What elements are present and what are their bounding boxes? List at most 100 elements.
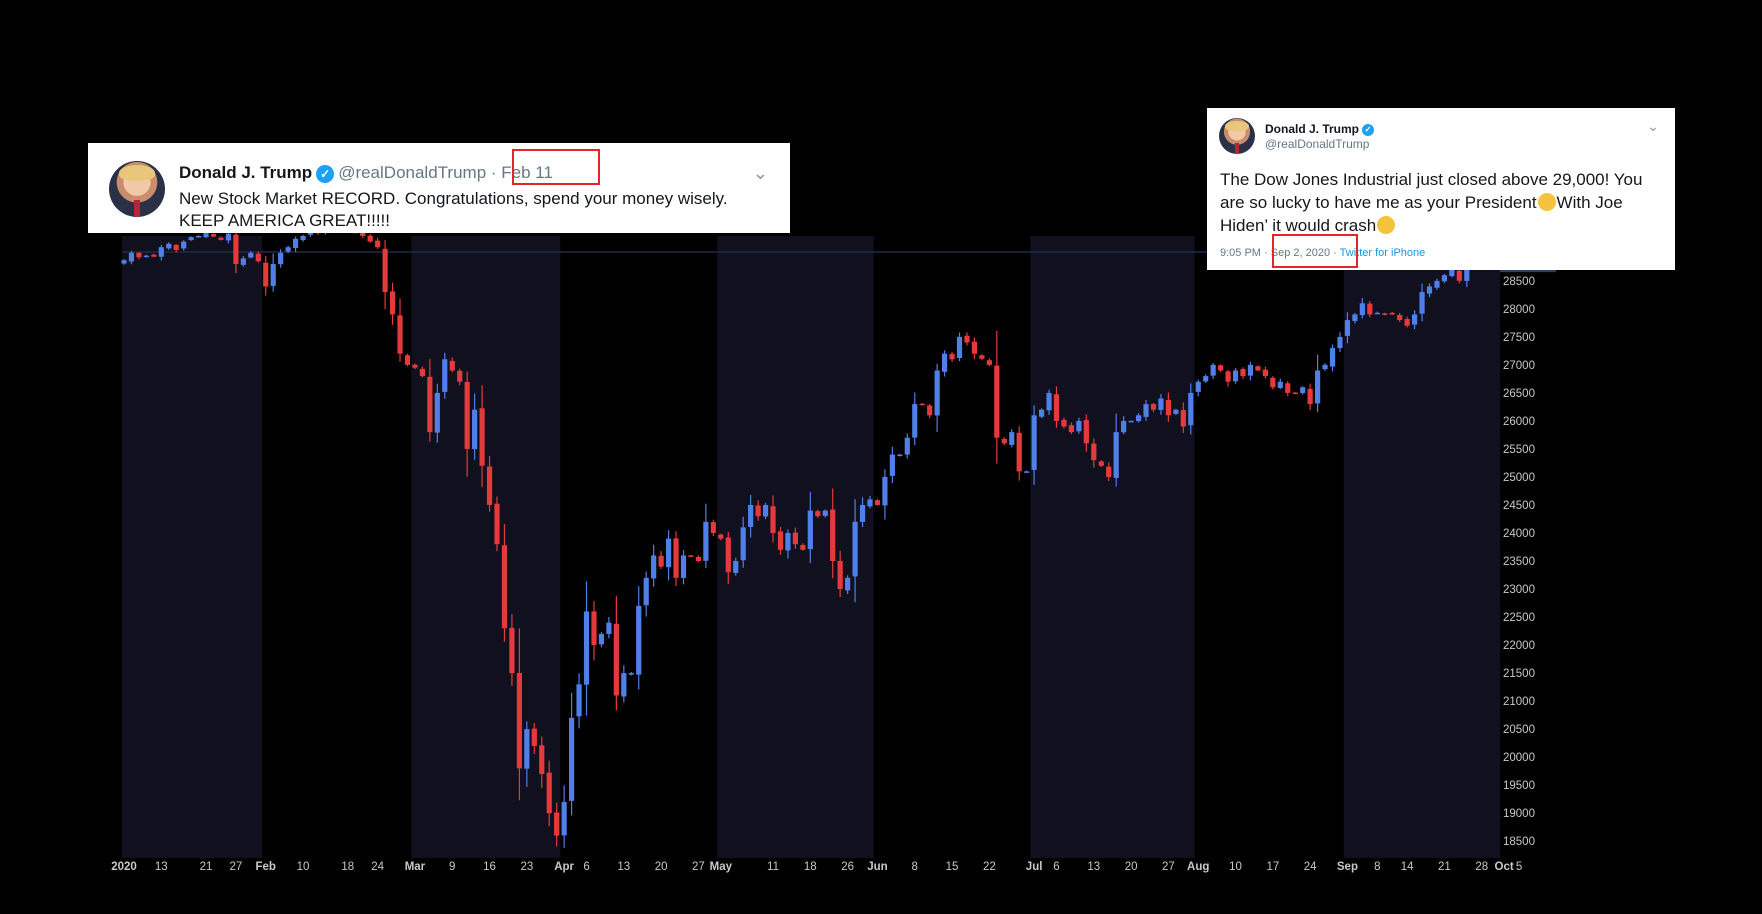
month-band bbox=[1343, 236, 1500, 858]
candle-body bbox=[1210, 364, 1216, 376]
x-tick-label: Sep bbox=[1337, 861, 1358, 873]
author-name[interactable]: Donald J. Trump bbox=[1265, 122, 1360, 136]
y-tick-label: 24000 bbox=[1503, 528, 1535, 540]
candle-body bbox=[1300, 387, 1306, 393]
candle-body bbox=[240, 258, 246, 265]
candle-body bbox=[494, 503, 500, 545]
candle-body bbox=[292, 238, 299, 249]
candle-body bbox=[725, 537, 731, 573]
candle-body bbox=[680, 555, 687, 578]
date-highlight-box bbox=[1272, 234, 1358, 268]
candle-body bbox=[1061, 419, 1067, 427]
candle-body bbox=[897, 454, 903, 457]
candle-body bbox=[912, 404, 918, 438]
y-tick-label: 23500 bbox=[1503, 556, 1535, 568]
candle-body bbox=[188, 237, 194, 241]
x-tick-label: 28 bbox=[1475, 861, 1488, 873]
y-tick-label: 26000 bbox=[1503, 416, 1535, 428]
candle-body bbox=[1374, 312, 1380, 315]
y-tick-label: 25500 bbox=[1503, 444, 1535, 456]
tweet-date[interactable]: · Feb 11 bbox=[490, 163, 553, 182]
candle-body bbox=[837, 560, 843, 590]
y-tick-label: 21500 bbox=[1503, 668, 1535, 680]
x-tick-label: 24 bbox=[1304, 861, 1317, 873]
y-tick-label: 26500 bbox=[1503, 388, 1535, 400]
candle-body bbox=[755, 505, 761, 517]
candle-body bbox=[845, 577, 851, 591]
chevron-down-icon[interactable]: ⌄ bbox=[1647, 118, 1659, 134]
candle-body bbox=[479, 408, 485, 466]
candle-body bbox=[278, 252, 284, 265]
candle-body bbox=[1404, 318, 1410, 326]
candle-body bbox=[539, 745, 545, 774]
candle-body bbox=[1121, 420, 1127, 433]
candle-body bbox=[486, 466, 493, 505]
x-tick-label: 23 bbox=[520, 861, 533, 873]
candle-body bbox=[1367, 303, 1373, 315]
x-tick-label: 6 bbox=[583, 861, 589, 873]
x-tick-label: 11 bbox=[767, 861, 779, 873]
x-tick-label: 22 bbox=[983, 861, 996, 873]
candle-body bbox=[1165, 399, 1171, 416]
x-tick-label: 2020 bbox=[111, 861, 137, 873]
candle-body bbox=[1411, 314, 1418, 325]
x-tick-label: 14 bbox=[1401, 861, 1414, 873]
candle-body bbox=[248, 252, 254, 258]
candle-body bbox=[1232, 370, 1239, 382]
y-tick-label: 19500 bbox=[1503, 780, 1535, 792]
candle-body bbox=[1106, 466, 1112, 477]
tweet-feb-11: Donald J. Trump ✓ @realDonaldTrump · Feb 1… bbox=[88, 143, 790, 233]
candle-body bbox=[1150, 403, 1157, 410]
candle-body bbox=[389, 291, 396, 315]
candle-body bbox=[1352, 314, 1358, 321]
candle-body bbox=[815, 511, 821, 517]
candle-body bbox=[263, 262, 269, 287]
candle-body bbox=[658, 555, 664, 567]
y-tick-label: 25000 bbox=[1503, 472, 1535, 484]
candle-body bbox=[1441, 275, 1448, 282]
y-tick-label: 27000 bbox=[1503, 360, 1535, 372]
y-tick-label: 21000 bbox=[1503, 696, 1535, 708]
tweet-date[interactable]: Sep 2, 2020 bbox=[1270, 247, 1331, 259]
candle-body bbox=[121, 260, 127, 264]
x-tick-label: Apr bbox=[554, 861, 574, 873]
month-band bbox=[122, 236, 263, 858]
candle-body bbox=[166, 243, 172, 249]
candle-body bbox=[1053, 394, 1060, 421]
x-tick-label: 13 bbox=[1087, 861, 1100, 873]
y-tick-label: 22500 bbox=[1503, 612, 1535, 624]
candle-body bbox=[218, 237, 224, 240]
x-tick-label: 26 bbox=[841, 861, 854, 873]
candle-body bbox=[1113, 432, 1119, 478]
author-handle[interactable]: @realDonaldTrump bbox=[338, 163, 487, 182]
author-name[interactable]: Donald J. Trump bbox=[179, 163, 313, 182]
candle-body bbox=[695, 556, 702, 562]
candle-body bbox=[472, 409, 478, 450]
candle-body bbox=[1329, 348, 1336, 367]
candle-body bbox=[1426, 286, 1433, 294]
x-tick-label: 18 bbox=[804, 861, 817, 873]
candle-body bbox=[576, 684, 582, 717]
tweet-source[interactable]: Twitter for iPhone bbox=[1339, 247, 1426, 259]
tweet-time[interactable]: 9:05 PM bbox=[1220, 247, 1261, 259]
verified-badge-icon: ✓ bbox=[1362, 123, 1375, 136]
candle-body bbox=[792, 532, 798, 545]
x-tick-label: 17 bbox=[1266, 861, 1279, 873]
y-tick-label: 20000 bbox=[1503, 752, 1535, 764]
tweet-text: New Stock Market RECORD. Congratulations… bbox=[179, 189, 728, 230]
candle-body bbox=[1382, 313, 1388, 315]
chevron-down-icon[interactable]: ⌄ bbox=[752, 163, 768, 183]
candle-body bbox=[1277, 381, 1283, 388]
month-band bbox=[411, 236, 561, 858]
y-tick-label: 24500 bbox=[1503, 500, 1535, 512]
author-handle[interactable]: @realDonaldTrump bbox=[1265, 137, 1370, 151]
candle-body bbox=[1068, 425, 1075, 433]
x-tick-label: 27 bbox=[230, 861, 243, 873]
x-tick-label: Jun bbox=[867, 861, 887, 873]
candle-body bbox=[748, 504, 754, 527]
tweet-text-part1: The Dow Jones Industrial just closed abo… bbox=[1220, 170, 1643, 212]
candle-body bbox=[919, 403, 925, 406]
candle-body bbox=[382, 248, 388, 293]
candle-body bbox=[1016, 432, 1022, 472]
x-tick-label: 8 bbox=[912, 861, 918, 873]
